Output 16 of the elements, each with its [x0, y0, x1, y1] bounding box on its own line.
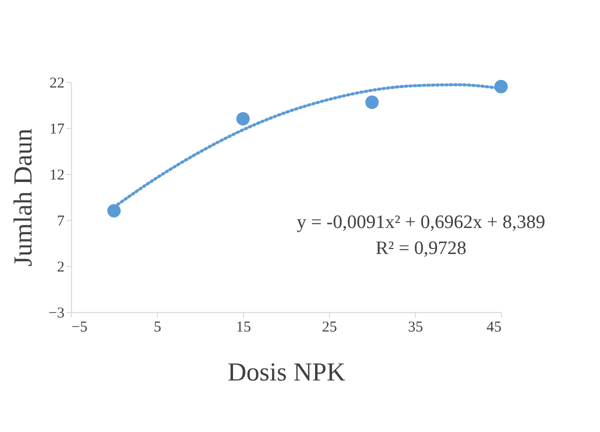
x-tick-label: 15 — [236, 320, 251, 336]
y-tick-label: −3 — [48, 306, 64, 322]
annotation: y = -0,0091x² + 0,6962x + 8,389 — [296, 212, 546, 233]
x-tick-label: −5 — [72, 320, 88, 336]
y-tick-label: 22 — [50, 76, 64, 92]
x-tick-label: 25 — [322, 320, 337, 336]
x-tick-label: 5 — [154, 320, 162, 336]
x-tick-label: 35 — [408, 320, 423, 336]
x-axis-title: Dosis NPK — [228, 358, 346, 386]
y-tick-label: 17 — [50, 122, 65, 138]
annotation: R² = 0,9728 — [376, 238, 466, 259]
y-tick-label: 12 — [50, 168, 64, 184]
y-axis-title: Jumlah Daun — [8, 128, 38, 266]
y-tick-label: 2 — [57, 260, 64, 276]
y-tick-label: 7 — [57, 214, 65, 230]
x-tick-label: 45 — [486, 320, 502, 336]
